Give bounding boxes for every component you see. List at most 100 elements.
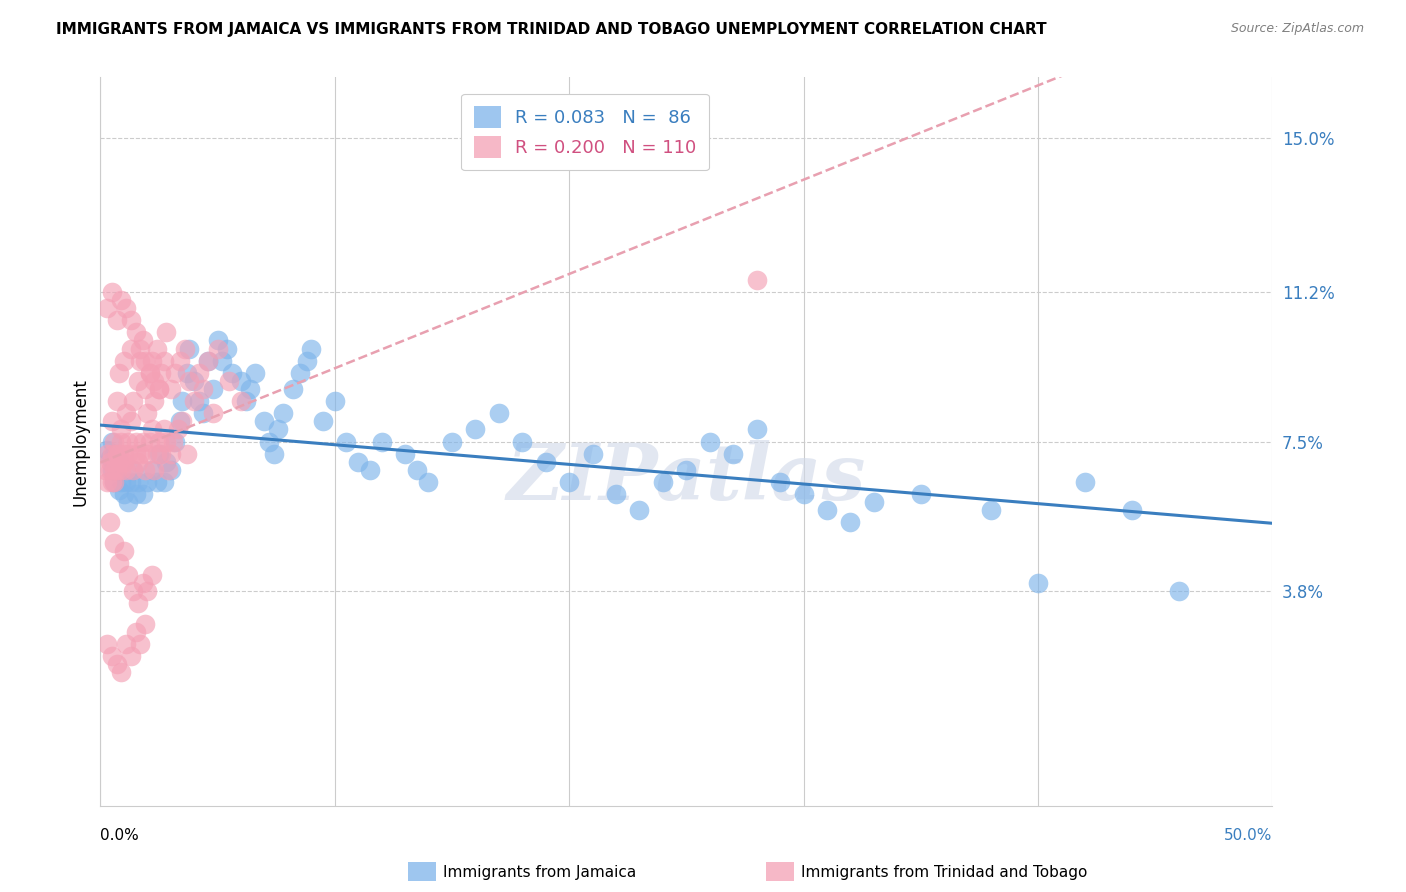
Point bbox=[129, 342, 152, 356]
Point bbox=[207, 334, 229, 348]
Point bbox=[127, 596, 149, 610]
Point bbox=[105, 447, 128, 461]
Point bbox=[124, 447, 146, 461]
Point bbox=[112, 353, 135, 368]
Point bbox=[127, 374, 149, 388]
Point bbox=[257, 434, 280, 449]
Point bbox=[815, 503, 838, 517]
Point bbox=[201, 382, 224, 396]
Point bbox=[117, 434, 139, 449]
Point bbox=[124, 487, 146, 501]
Point bbox=[120, 313, 142, 327]
Point bbox=[127, 455, 149, 469]
Point bbox=[120, 648, 142, 663]
Point bbox=[96, 301, 118, 315]
Point bbox=[1121, 503, 1143, 517]
Point bbox=[440, 434, 463, 449]
Point bbox=[792, 487, 814, 501]
Text: 0.0%: 0.0% bbox=[100, 828, 139, 843]
Point bbox=[131, 576, 153, 591]
Point bbox=[176, 366, 198, 380]
Point bbox=[271, 406, 294, 420]
Point bbox=[98, 463, 121, 477]
Point bbox=[370, 434, 392, 449]
Point bbox=[464, 422, 486, 436]
Point bbox=[136, 475, 159, 489]
Point bbox=[155, 455, 177, 469]
Point bbox=[863, 495, 886, 509]
Point bbox=[117, 568, 139, 582]
Point bbox=[418, 475, 440, 489]
Point bbox=[103, 475, 125, 489]
Point bbox=[769, 475, 792, 489]
Point bbox=[335, 434, 357, 449]
Point bbox=[108, 455, 131, 469]
Point bbox=[157, 463, 180, 477]
Point bbox=[745, 422, 768, 436]
Point bbox=[103, 463, 125, 477]
Point bbox=[108, 366, 131, 380]
Point bbox=[211, 353, 233, 368]
Point bbox=[910, 487, 932, 501]
Point bbox=[183, 394, 205, 409]
Point bbox=[110, 665, 132, 680]
Point bbox=[103, 447, 125, 461]
Point bbox=[299, 342, 322, 356]
Point bbox=[169, 353, 191, 368]
Point bbox=[581, 447, 603, 461]
Point bbox=[134, 463, 156, 477]
Point bbox=[197, 353, 219, 368]
Point bbox=[605, 487, 627, 501]
Point bbox=[141, 353, 163, 368]
Point bbox=[699, 434, 721, 449]
Point bbox=[323, 394, 346, 409]
Point bbox=[839, 516, 862, 530]
Point bbox=[166, 422, 188, 436]
Point bbox=[112, 544, 135, 558]
Point bbox=[110, 434, 132, 449]
Point bbox=[179, 342, 201, 356]
Point bbox=[134, 616, 156, 631]
Point bbox=[96, 637, 118, 651]
Point bbox=[221, 366, 243, 380]
Point bbox=[152, 422, 174, 436]
Point bbox=[295, 353, 318, 368]
Point bbox=[745, 273, 768, 287]
Point bbox=[136, 406, 159, 420]
Point bbox=[122, 463, 145, 477]
Point bbox=[207, 342, 229, 356]
Point bbox=[110, 422, 132, 436]
Point bbox=[108, 483, 131, 497]
Point bbox=[155, 326, 177, 340]
Point bbox=[235, 394, 257, 409]
Point bbox=[120, 475, 142, 489]
Point bbox=[312, 414, 335, 428]
Point bbox=[394, 447, 416, 461]
Point bbox=[229, 394, 252, 409]
Point bbox=[101, 447, 124, 461]
Point bbox=[558, 475, 581, 489]
Point bbox=[94, 463, 117, 477]
Point bbox=[281, 382, 304, 396]
Point bbox=[120, 414, 142, 428]
Point bbox=[136, 447, 159, 461]
Point bbox=[122, 463, 145, 477]
Text: Immigrants from Jamaica: Immigrants from Jamaica bbox=[443, 865, 636, 880]
Point bbox=[134, 382, 156, 396]
Point bbox=[103, 475, 125, 489]
Point bbox=[105, 657, 128, 672]
Text: Immigrants from Trinidad and Tobago: Immigrants from Trinidad and Tobago bbox=[801, 865, 1088, 880]
Point bbox=[124, 326, 146, 340]
Point bbox=[138, 366, 160, 380]
Text: Source: ZipAtlas.com: Source: ZipAtlas.com bbox=[1230, 22, 1364, 36]
Point bbox=[115, 301, 138, 315]
Point bbox=[510, 434, 533, 449]
Point bbox=[152, 475, 174, 489]
Point bbox=[122, 394, 145, 409]
Point bbox=[129, 637, 152, 651]
Point bbox=[110, 475, 132, 489]
Text: ZIPatlas: ZIPatlas bbox=[506, 440, 866, 516]
Point bbox=[155, 434, 177, 449]
Point bbox=[980, 503, 1002, 517]
Point bbox=[253, 414, 276, 428]
